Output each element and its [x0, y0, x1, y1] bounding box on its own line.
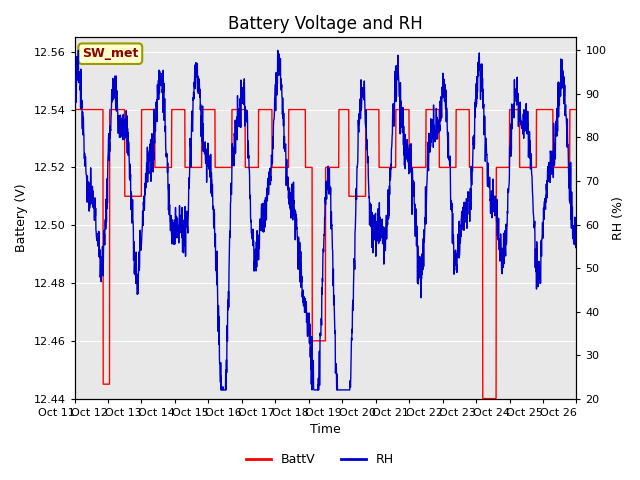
- X-axis label: Time: Time: [310, 423, 341, 436]
- Text: SW_met: SW_met: [82, 47, 138, 60]
- Legend: BattV, RH: BattV, RH: [241, 448, 399, 471]
- Y-axis label: RH (%): RH (%): [612, 196, 625, 240]
- Y-axis label: Battery (V): Battery (V): [15, 184, 28, 252]
- Title: Battery Voltage and RH: Battery Voltage and RH: [228, 15, 423, 33]
